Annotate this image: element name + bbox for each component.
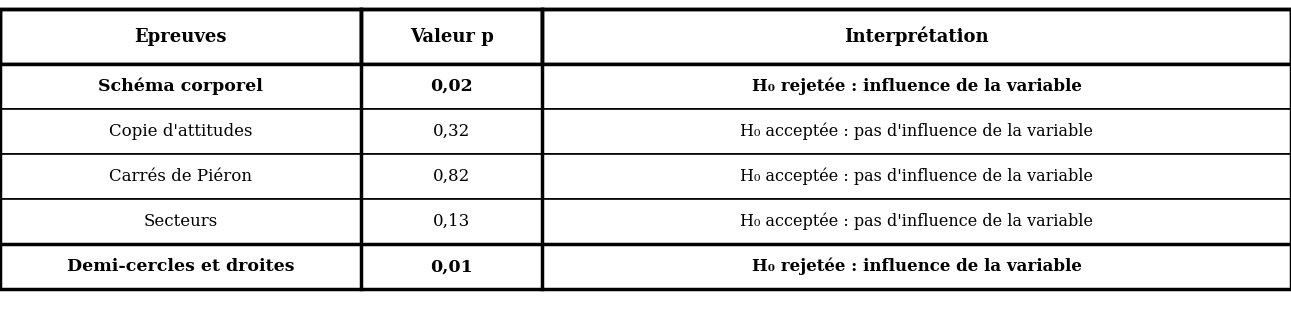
Bar [0,154,361,199]
Text: H₀ rejetée : influence de la variable: H₀ rejetée : influence de la variable [751,77,1082,95]
Bar [361,9,542,64]
Text: Schéma corporel: Schéma corporel [98,77,263,95]
Text: 0,01: 0,01 [430,258,474,275]
Text: H₀ acceptée : pas d'influence de la variable: H₀ acceptée : pas d'influence de la vari… [740,168,1093,185]
Bar [542,244,1291,289]
Text: Epreuves: Epreuves [134,28,227,45]
Text: H₀ acceptée : pas d'influence de la variable: H₀ acceptée : pas d'influence de la vari… [740,213,1093,230]
Bar [0,9,1291,289]
Bar [361,64,542,109]
Bar [0,109,361,154]
Bar [542,154,1291,199]
Text: Secteurs: Secteurs [143,213,218,230]
Bar [542,9,1291,64]
Text: 0,32: 0,32 [434,123,470,140]
Bar [361,199,542,244]
Bar [361,154,542,199]
Text: Valeur p: Valeur p [411,28,493,45]
Text: 0,13: 0,13 [434,213,470,230]
Bar [361,109,542,154]
Text: Carrés de Piéron: Carrés de Piéron [110,168,252,185]
Text: 0,02: 0,02 [430,78,474,95]
Bar [0,199,361,244]
Bar [361,244,542,289]
Text: Interprétation: Interprétation [844,27,989,46]
Bar [542,64,1291,109]
Text: H₀ acceptée : pas d'influence de la variable: H₀ acceptée : pas d'influence de la vari… [740,123,1093,140]
Text: 0,82: 0,82 [434,168,470,185]
Text: Demi-cercles et droites: Demi-cercles et droites [67,258,294,275]
Text: H₀ rejetée : influence de la variable: H₀ rejetée : influence de la variable [751,258,1082,276]
Bar [542,109,1291,154]
Bar [0,64,361,109]
Text: Copie d'attitudes: Copie d'attitudes [108,123,253,140]
Bar [542,199,1291,244]
Bar [0,244,361,289]
Bar [0,9,361,64]
